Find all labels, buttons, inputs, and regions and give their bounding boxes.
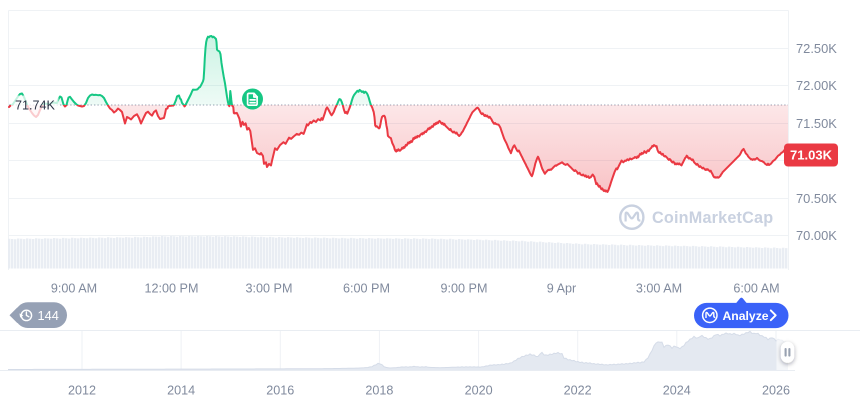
- svg-text:70.50K: 70.50K: [796, 191, 837, 206]
- svg-text:3:00 PM: 3:00 PM: [246, 282, 293, 296]
- svg-text:71.50K: 71.50K: [796, 116, 837, 131]
- svg-text:72.00K: 72.00K: [796, 78, 837, 93]
- svg-text:9 Apr: 9 Apr: [547, 282, 576, 296]
- svg-text:71.74K: 71.74K: [15, 99, 56, 113]
- svg-text:70.00K: 70.00K: [796, 228, 837, 243]
- svg-text:2024: 2024: [663, 384, 691, 398]
- svg-text:6:00 PM: 6:00 PM: [343, 282, 390, 296]
- svg-text:2020: 2020: [465, 384, 493, 398]
- svg-text:12:00 PM: 12:00 PM: [145, 282, 199, 296]
- svg-text:3:00 AM: 3:00 AM: [636, 282, 682, 296]
- svg-text:2014: 2014: [167, 384, 195, 398]
- svg-text:2012: 2012: [68, 384, 96, 398]
- svg-text:9:00 PM: 9:00 PM: [441, 282, 488, 296]
- svg-text:Analyze: Analyze: [723, 309, 769, 323]
- svg-text:2022: 2022: [564, 384, 592, 398]
- svg-text:6:00 AM: 6:00 AM: [733, 282, 779, 296]
- svg-text:71.03K: 71.03K: [790, 148, 833, 163]
- svg-text:2016: 2016: [266, 384, 294, 398]
- svg-text:2026: 2026: [762, 384, 790, 398]
- svg-text:2018: 2018: [365, 384, 393, 398]
- svg-text:9:00 AM: 9:00 AM: [51, 282, 97, 296]
- svg-text:CoinMarketCap: CoinMarketCap: [652, 209, 773, 227]
- svg-text:144: 144: [38, 308, 59, 323]
- svg-text:72.50K: 72.50K: [796, 41, 837, 56]
